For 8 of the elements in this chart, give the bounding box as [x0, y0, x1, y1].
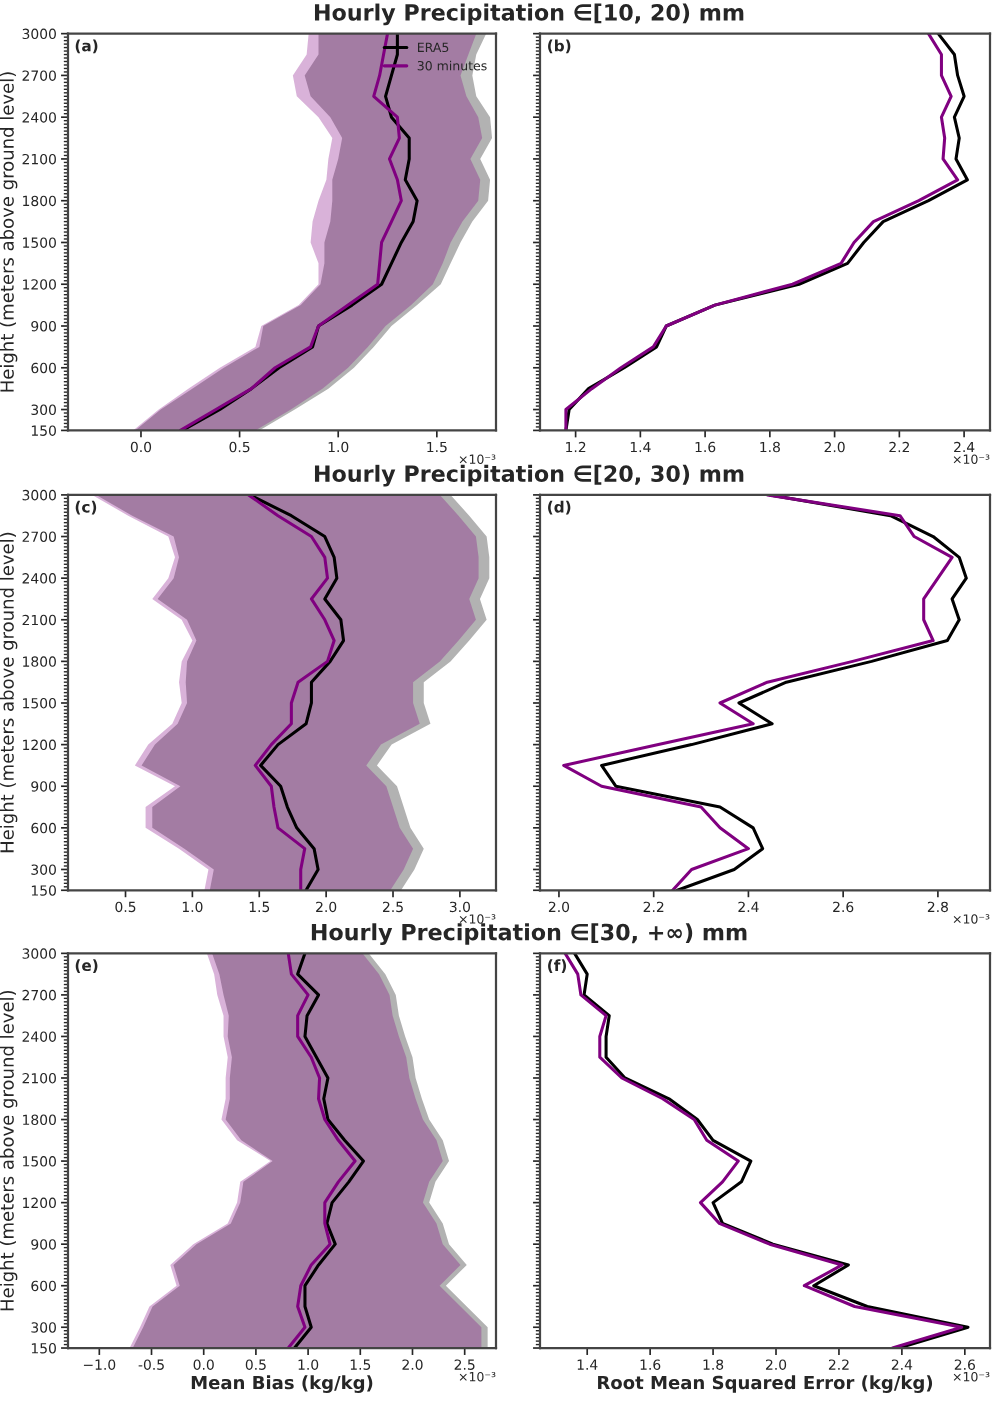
x-axis-title: Mean Bias (kg/kg)	[191, 1375, 373, 1393]
chart-title: Hourly Precipitation ∈[20, 30) mm	[314, 464, 744, 487]
x-axis-title: Root Mean Squared Error (kg/kg)	[598, 1375, 933, 1393]
y-axis-title: Height (meters above ground level)	[0, 72, 18, 392]
y-axis-title: Height (meters above ground level)	[0, 990, 18, 1311]
chart-title: Hourly Precipitation ∈[30, +∞) mm	[311, 923, 747, 945]
y-axis-title: Height (meters above ground level)	[0, 532, 18, 853]
chart-title: Hourly Precipitation ∈[10, 20) mm	[314, 3, 744, 26]
